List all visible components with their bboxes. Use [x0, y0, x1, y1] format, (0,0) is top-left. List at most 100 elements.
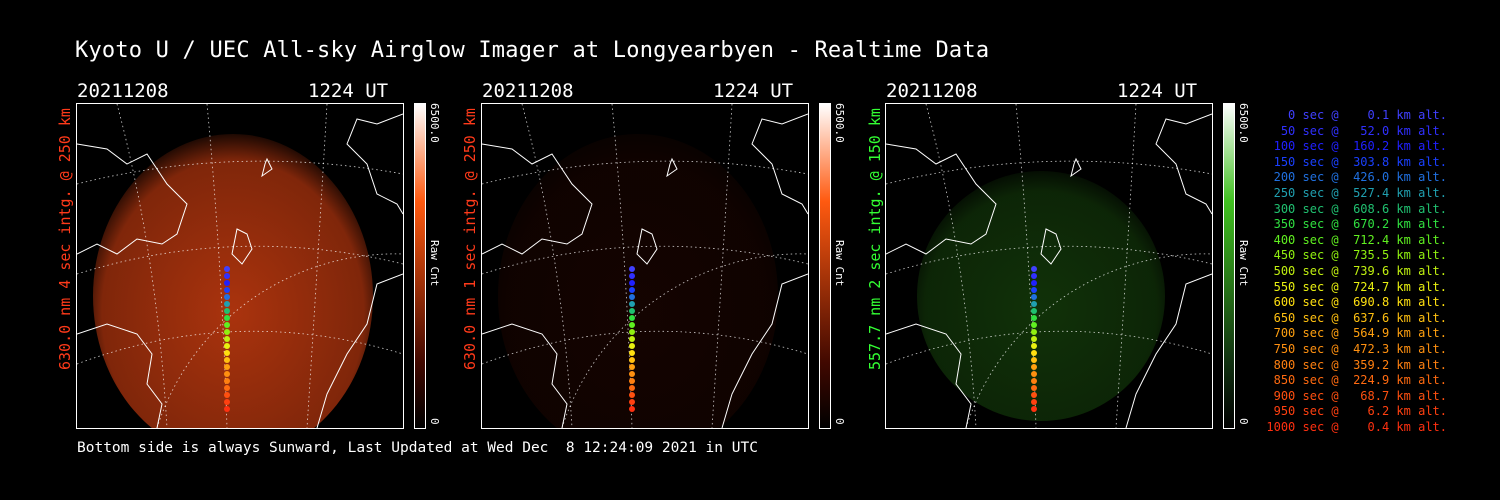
trajectory-point — [1031, 280, 1037, 286]
trajectory-point — [629, 392, 635, 398]
page-title: Kyoto U / UEC All-sky Airglow Imager at … — [75, 38, 990, 63]
trajectory-point — [224, 301, 230, 307]
trajectory-point — [224, 385, 230, 391]
trajectory-point — [1031, 308, 1037, 314]
trajectory-point — [629, 385, 635, 391]
trajectory-point — [224, 392, 230, 398]
trajectory-point — [1031, 364, 1037, 370]
trajectory-point — [629, 336, 635, 342]
panel-3-time: 1224 UT — [1117, 80, 1198, 102]
trajectory-point — [224, 406, 230, 412]
legend-row: 650 sec @ 637.6 km alt. — [1266, 310, 1447, 325]
panel-3-image — [885, 103, 1213, 429]
trajectory-point — [629, 315, 635, 321]
legend-row: 50 sec @ 52.0 km alt. — [1266, 123, 1447, 138]
trajectory-point — [629, 273, 635, 279]
trajectory-point — [224, 336, 230, 342]
trajectory-point — [629, 308, 635, 314]
trajectory-point — [1031, 315, 1037, 321]
altitude-legend: 0 sec @ 0.1 km alt. 50 sec @ 52.0 km alt… — [1262, 108, 1447, 435]
trajectory-point — [224, 343, 230, 349]
panel-3-colorbar-unit: Raw Cnt — [1237, 240, 1250, 287]
panel-2-colorbar — [819, 103, 831, 429]
legend-row: 900 sec @ 68.7 km alt. — [1266, 388, 1447, 403]
trajectory-point — [1031, 392, 1037, 398]
trajectory-point — [1031, 399, 1037, 405]
panel-2-image — [481, 103, 809, 429]
legend-row: 750 sec @ 472.3 km alt. — [1266, 341, 1447, 356]
trajectory-point — [629, 294, 635, 300]
footer-note: Bottom side is always Sunward, Last Upda… — [77, 440, 758, 456]
trajectory-point — [224, 294, 230, 300]
trajectory-point — [629, 406, 635, 412]
legend-row: 250 sec @ 527.4 km alt. — [1266, 185, 1447, 200]
trajectory-point — [1031, 329, 1037, 335]
trajectory-point — [224, 399, 230, 405]
trajectory-point — [224, 273, 230, 279]
trajectory-point — [629, 266, 635, 272]
sky-image-disc — [917, 171, 1165, 421]
trajectory-point — [629, 322, 635, 328]
panel-1-colorbar — [414, 103, 426, 429]
trajectory-point — [224, 322, 230, 328]
trajectory-point — [224, 308, 230, 314]
trajectory-point — [629, 357, 635, 363]
legend-row: 300 sec @ 608.6 km alt. — [1266, 201, 1447, 216]
legend-row: 550 sec @ 724.7 km alt. — [1266, 279, 1447, 294]
legend-row: 150 sec @ 303.8 km alt. — [1266, 154, 1447, 169]
panel-3-colorbar — [1223, 103, 1235, 429]
legend-row: 600 sec @ 690.8 km alt. — [1266, 295, 1447, 310]
trajectory-point — [224, 315, 230, 321]
trajectory-point — [629, 287, 635, 293]
panel-1-image — [76, 103, 404, 429]
trajectory-point — [629, 343, 635, 349]
panel-2-colorbar-max: 6500.0 — [833, 103, 846, 143]
panel-1-colorbar-unit: Raw Cnt — [428, 240, 441, 287]
panel-2-date: 20211208 — [482, 80, 574, 102]
legend-row: 800 sec @ 359.2 km alt. — [1266, 357, 1447, 372]
trajectory-point — [224, 266, 230, 272]
trajectory-point — [1031, 322, 1037, 328]
trajectory-point — [1031, 406, 1037, 412]
trajectory-point — [629, 280, 635, 286]
legend-row: 0 sec @ 0.1 km alt. — [1266, 108, 1447, 122]
legend-row: 100 sec @ 160.2 km alt. — [1266, 139, 1447, 154]
trajectory-point — [1031, 287, 1037, 293]
panel-1-time: 1224 UT — [308, 80, 389, 102]
trajectory-point — [629, 364, 635, 370]
legend-row: 1000 sec @ 0.4 km alt. — [1266, 419, 1447, 434]
panel-3-ylabel: 557.7 nm 2 sec intg. @ 150 km — [866, 108, 884, 370]
trajectory-point — [629, 371, 635, 377]
panel-2-colorbar-min: 0 — [833, 418, 846, 425]
trajectory-point — [1031, 378, 1037, 384]
legend-row: 350 sec @ 670.2 km alt. — [1266, 217, 1447, 232]
legend-row: 450 sec @ 735.5 km alt. — [1266, 248, 1447, 263]
trajectory-point — [629, 378, 635, 384]
sky-image-disc — [93, 134, 373, 428]
panel-3-colorbar-min: 0 — [1237, 418, 1250, 425]
sky-image-disc — [498, 134, 778, 428]
panel-1-colorbar-max: 6500.0 — [428, 103, 441, 143]
trajectory-point — [629, 301, 635, 307]
panel-3-colorbar-max: 6500.0 — [1237, 103, 1250, 143]
legend-row: 500 sec @ 739.6 km alt. — [1266, 263, 1447, 278]
trajectory-point — [224, 364, 230, 370]
trajectory-point — [224, 350, 230, 356]
trajectory-point — [629, 350, 635, 356]
panel-2-colorbar-unit: Raw Cnt — [833, 240, 846, 287]
legend-row: 200 sec @ 426.0 km alt. — [1266, 170, 1447, 185]
panel-3-date: 20211208 — [886, 80, 978, 102]
trajectory-point — [224, 280, 230, 286]
trajectory-point — [1031, 301, 1037, 307]
trajectory-point — [224, 357, 230, 363]
trajectory-point — [1031, 371, 1037, 377]
panel-1-colorbar-min: 0 — [428, 418, 441, 425]
trajectory-point — [629, 399, 635, 405]
trajectory-point — [224, 371, 230, 377]
trajectory-point — [224, 378, 230, 384]
trajectory-point — [224, 287, 230, 293]
trajectory-point — [1031, 336, 1037, 342]
trajectory-point — [1031, 350, 1037, 356]
trajectory-point — [1031, 273, 1037, 279]
trajectory-point — [1031, 343, 1037, 349]
